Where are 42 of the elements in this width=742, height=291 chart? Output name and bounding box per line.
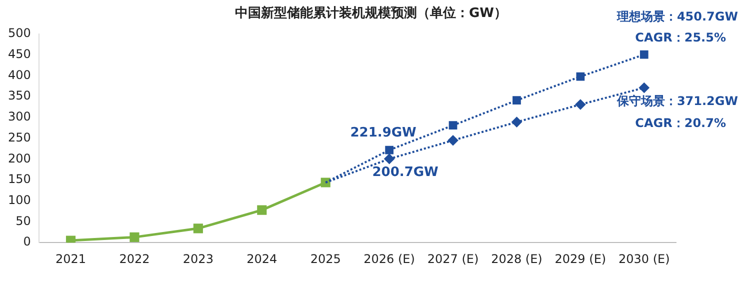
- point: [512, 117, 522, 128]
- x-tick-label: 2022: [119, 252, 150, 266]
- x-tick-label: 2024: [246, 252, 278, 266]
- x-tick-label: 2030 (E): [618, 252, 670, 266]
- y-tick-label: 150: [8, 172, 31, 186]
- x-tick-label: 2026 (E): [364, 252, 415, 266]
- chart-title: 中国新型储能累计装机规模预测（单位：GW）: [234, 6, 507, 21]
- point: [66, 236, 76, 243]
- annotation: CAGR：20.7%: [635, 116, 726, 130]
- point: [257, 205, 267, 215]
- point: [384, 154, 394, 164]
- x-tick-label: 2029 (E): [554, 252, 606, 266]
- y-tick-label: 300: [8, 110, 31, 124]
- point: [130, 232, 140, 242]
- y-tick-label: 250: [8, 130, 31, 144]
- y-tick-label: 450: [8, 46, 31, 61]
- annotation: 保守场景：371.2GW: [616, 94, 738, 108]
- y-tick-label: 500: [8, 26, 31, 40]
- x-tick-label: 2027 (E): [427, 252, 479, 266]
- y-tick-label: 200: [8, 151, 31, 166]
- point: [640, 50, 648, 59]
- x-tick-label: 2021: [55, 252, 86, 266]
- annotation: CAGR：25.5%: [635, 30, 726, 45]
- point: [576, 72, 585, 81]
- data-label: 200.7GW: [372, 165, 438, 180]
- point: [512, 96, 521, 105]
- point: [193, 224, 203, 234]
- y-tick-label: 100: [8, 193, 31, 208]
- x-tick-label: 2028 (E): [491, 252, 542, 266]
- point: [448, 121, 458, 130]
- y-tick-label: 400: [8, 68, 31, 82]
- point: [385, 146, 394, 154]
- y-tick-label: 350: [8, 88, 31, 103]
- x-tick-label: 2025: [310, 252, 341, 266]
- point: [448, 135, 458, 146]
- y-tick-label: 0: [23, 234, 31, 249]
- point: [575, 100, 586, 110]
- x-tick-label: 2023: [182, 252, 214, 266]
- y-tick-label: 50: [16, 214, 31, 228]
- annotation: 理想场景：450.7GW: [616, 10, 738, 24]
- data-label: 221.9GW: [350, 125, 416, 140]
- point: [639, 82, 650, 93]
